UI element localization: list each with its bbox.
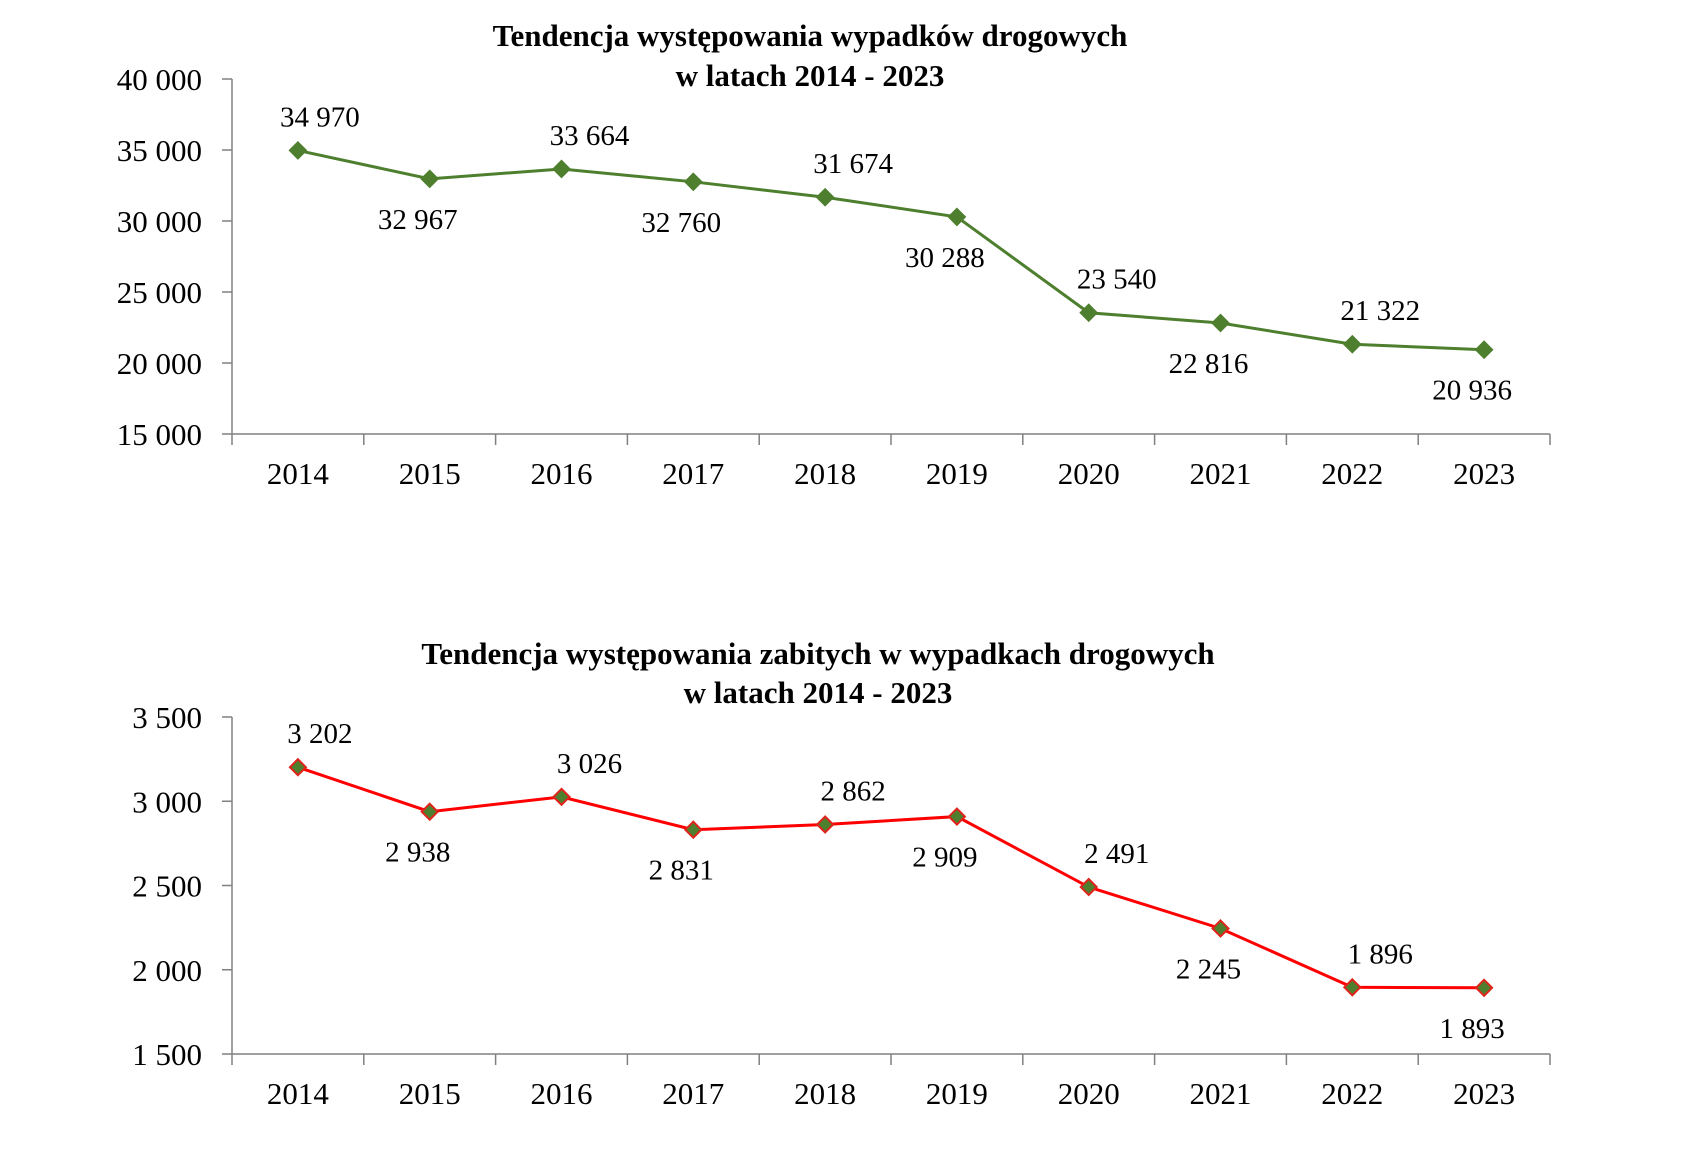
data-label: 33 664 <box>550 120 630 152</box>
x-tick-label: 2017 <box>662 456 724 491</box>
data-label: 32 967 <box>378 204 458 236</box>
data-point-marker <box>420 802 440 822</box>
chart-accidents: Tendencja występowania wypadków drogowyc… <box>117 18 1551 491</box>
y-tick-label: 3 500 <box>132 700 202 735</box>
x-tick-label: 2015 <box>399 456 461 491</box>
data-point-marker <box>552 159 571 179</box>
y-tick-label: 3 000 <box>132 784 202 819</box>
data-point-marker <box>1079 303 1099 323</box>
data-point-marker <box>1079 877 1099 897</box>
data-label: 2 491 <box>1084 838 1149 870</box>
chart-title: Tendencja występowania zabitych w wypadk… <box>421 636 1214 671</box>
x-tick-label: 2019 <box>926 1076 988 1111</box>
y-tick-label: 25 000 <box>117 275 202 310</box>
data-label: 2 831 <box>649 855 714 887</box>
data-point-marker <box>1342 977 1362 997</box>
data-point-marker <box>947 807 967 826</box>
y-tick-label: 2 500 <box>132 869 202 904</box>
x-tick-label: 2020 <box>1058 456 1120 491</box>
chart-subtitle: w latach 2014 - 2023 <box>684 675 953 710</box>
data-point-marker <box>815 815 835 834</box>
data-label: 23 540 <box>1077 264 1157 296</box>
data-label: 31 674 <box>813 148 893 180</box>
x-tick-label: 2014 <box>267 456 330 491</box>
data-point-marker <box>1474 340 1494 360</box>
data-point-marker <box>1211 919 1230 938</box>
y-tick-label: 30 000 <box>117 204 202 239</box>
y-tick-label: 40 000 <box>117 62 202 97</box>
x-tick-label: 2017 <box>662 1076 724 1111</box>
chart-title: Tendencja występowania wypadków drogowyc… <box>493 18 1128 53</box>
x-tick-label: 2023 <box>1453 1076 1515 1111</box>
data-point-marker <box>288 141 308 160</box>
data-point-marker <box>815 187 835 207</box>
x-tick-label: 2022 <box>1321 456 1383 491</box>
data-label: 21 322 <box>1340 295 1420 327</box>
data-label: 3 202 <box>287 718 352 750</box>
x-tick-label: 2015 <box>399 1076 461 1111</box>
x-tick-label: 2018 <box>794 456 856 491</box>
x-tick-label: 2022 <box>1321 1076 1383 1111</box>
series-line <box>297 765 1485 990</box>
x-tick-label: 2016 <box>531 456 593 491</box>
x-tick-label: 2021 <box>1190 456 1252 491</box>
data-label: 2 909 <box>912 842 977 874</box>
x-tick-label: 2020 <box>1058 1076 1120 1111</box>
data-label: 2 938 <box>385 837 450 869</box>
data-label: 1 893 <box>1439 1013 1504 1045</box>
data-point-marker <box>683 820 703 840</box>
data-point-marker <box>288 757 308 777</box>
y-tick-label: 20 000 <box>117 346 202 381</box>
x-tick-label: 2016 <box>531 1076 593 1111</box>
x-tick-label: 2019 <box>926 456 988 491</box>
data-point-marker <box>420 169 440 189</box>
data-point-marker <box>1211 313 1230 333</box>
x-tick-label: 2023 <box>1453 456 1515 491</box>
data-point-marker <box>947 207 967 227</box>
y-tick-label: 15 000 <box>117 417 202 452</box>
x-tick-label: 2014 <box>267 1076 330 1111</box>
data-label: 32 760 <box>641 207 721 239</box>
x-tick-label: 2018 <box>794 1076 856 1111</box>
data-label: 20 936 <box>1432 375 1512 407</box>
x-tick-label: 2021 <box>1190 1076 1252 1111</box>
data-label: 3 026 <box>557 748 622 780</box>
data-label: 2 862 <box>820 776 885 808</box>
data-point-marker <box>552 787 571 807</box>
data-label: 22 816 <box>1169 348 1249 380</box>
chart-subtitle: w latach 2014 - 2023 <box>676 58 945 93</box>
series-line <box>297 148 1485 352</box>
y-tick-label: 35 000 <box>117 133 202 168</box>
data-point-marker <box>1474 978 1494 998</box>
y-tick-label: 1 500 <box>132 1037 202 1072</box>
data-label: 30 288 <box>905 242 985 274</box>
chart-fatalities: Tendencja występowania zabitych w wypadk… <box>132 636 1551 1111</box>
data-point-marker <box>1342 334 1362 354</box>
data-point-marker <box>683 172 703 192</box>
data-label: 34 970 <box>280 101 360 133</box>
data-label: 1 896 <box>1348 938 1413 970</box>
data-label: 2 245 <box>1176 953 1241 985</box>
y-tick-label: 2 000 <box>132 953 202 988</box>
